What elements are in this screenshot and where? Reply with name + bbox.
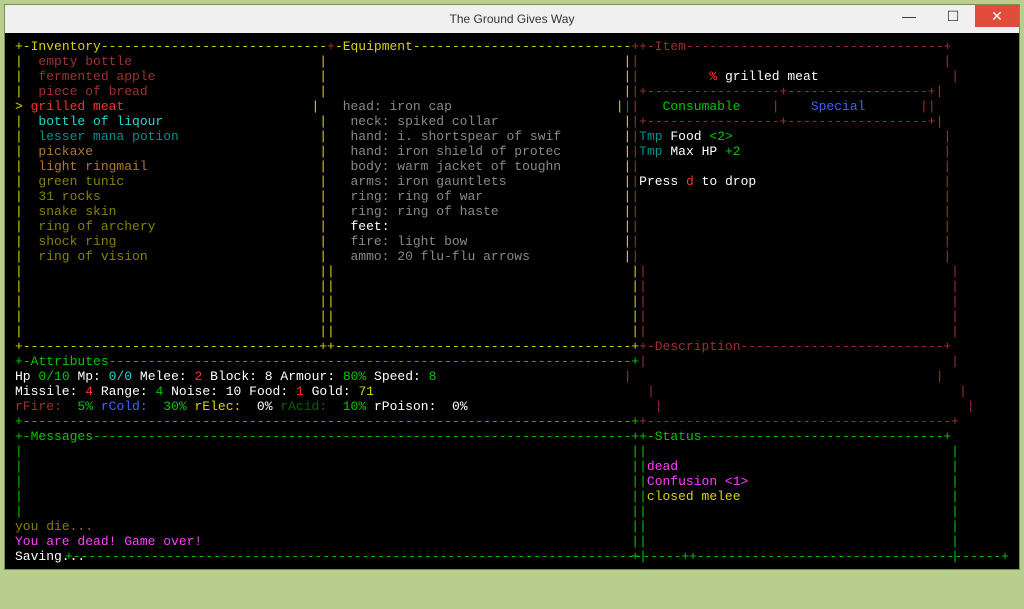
- minimize-button[interactable]: —: [887, 5, 931, 27]
- inventory-row-5: | lesser mana potion | hand: i. shortspe…: [15, 129, 1009, 144]
- terminal: +-Inventory-----------------------------…: [5, 33, 1019, 569]
- attr-row-1: Hp 0/10 Mp: 0/0 Melee: 2 Block: 8 Armour…: [15, 369, 1009, 384]
- attr-bottom: +---------------------------------------…: [15, 414, 1009, 429]
- inventory-row-0: | empty bottle | || |: [15, 54, 1009, 69]
- maximize-button[interactable]: ☐: [931, 5, 975, 27]
- inventory-row-12: | shock ring | fire: light bow || |: [15, 234, 1009, 249]
- app-window: The Ground Gives Way — ☐ ✕ +-Inventory--…: [4, 4, 1020, 570]
- inventory-row-6: | pickaxe | hand: iron shield of protec …: [15, 144, 1009, 159]
- inventory-row-9: | 31 rocks | ring: ring of war || |: [15, 189, 1009, 204]
- inventory-row-11: | ring of archery | feet: || |: [15, 219, 1009, 234]
- attr-row-2: Missile: 4 Range: 4 Noise: 10 Food: 1 Go…: [15, 384, 1009, 399]
- inventory-row-7: | light ringmail | body: warm jacket of …: [15, 159, 1009, 174]
- inventory-row-4: | bottle of liqour | neck: spiked collar…: [15, 114, 1009, 129]
- window-title: The Ground Gives Way: [450, 12, 575, 27]
- close-button[interactable]: ✕: [975, 5, 1019, 27]
- inventory-row-1: | fermented apple | || % grilled meat |: [15, 69, 1009, 84]
- window-controls: — ☐ ✕: [887, 5, 1019, 33]
- status-row-2: | ||closed melee |: [15, 489, 1009, 504]
- attr-row-3: rFire: 5% rCold: 30% rElec: 0% rAcid: 10…: [15, 399, 1009, 414]
- inventory-row-2: | piece of bread | ||+-----------------+…: [15, 84, 1009, 99]
- msg-line-0: you die... || |: [15, 519, 1009, 534]
- inv-bottom: +--------------------------------------+…: [15, 339, 1009, 354]
- blank-row-0: | || || |: [15, 264, 1009, 279]
- blank-row-4: | || || |: [15, 324, 1009, 339]
- inventory-row-10: | snake skin | ring: ring of haste || |: [15, 204, 1009, 219]
- titlebar: The Ground Gives Way — ☐ ✕: [5, 5, 1019, 33]
- attr-top: +-Attributes----------------------------…: [15, 354, 1009, 369]
- msg-blank: | || |: [15, 504, 1009, 519]
- inventory-row-8: | green tunic | arms: iron gauntlets ||P…: [15, 174, 1009, 189]
- status-row-1: | ||Confusion <1> |: [15, 474, 1009, 489]
- blank-row-3: | || || |: [15, 309, 1009, 324]
- blank-row-2: | || || |: [15, 294, 1009, 309]
- inventory-row-13: | ring of vision | ammo: 20 flu-flu arro…: [15, 249, 1009, 264]
- blank-row-1: | || || |: [15, 279, 1009, 294]
- msg-row-0: | || |: [15, 444, 1009, 459]
- msg-top: +-Messages------------------------------…: [15, 429, 1009, 444]
- inventory-row-3[interactable]: > grilled meat | head: iron cap ||| Cons…: [15, 99, 1009, 114]
- msg-line-1: You are dead! Game over! || |: [15, 534, 1009, 549]
- bottom-border: +---------------------------------------…: [65, 549, 1009, 564]
- status-row-0: | ||dead |: [15, 459, 1009, 474]
- top-border: +-Inventory-----------------------------…: [15, 39, 1009, 54]
